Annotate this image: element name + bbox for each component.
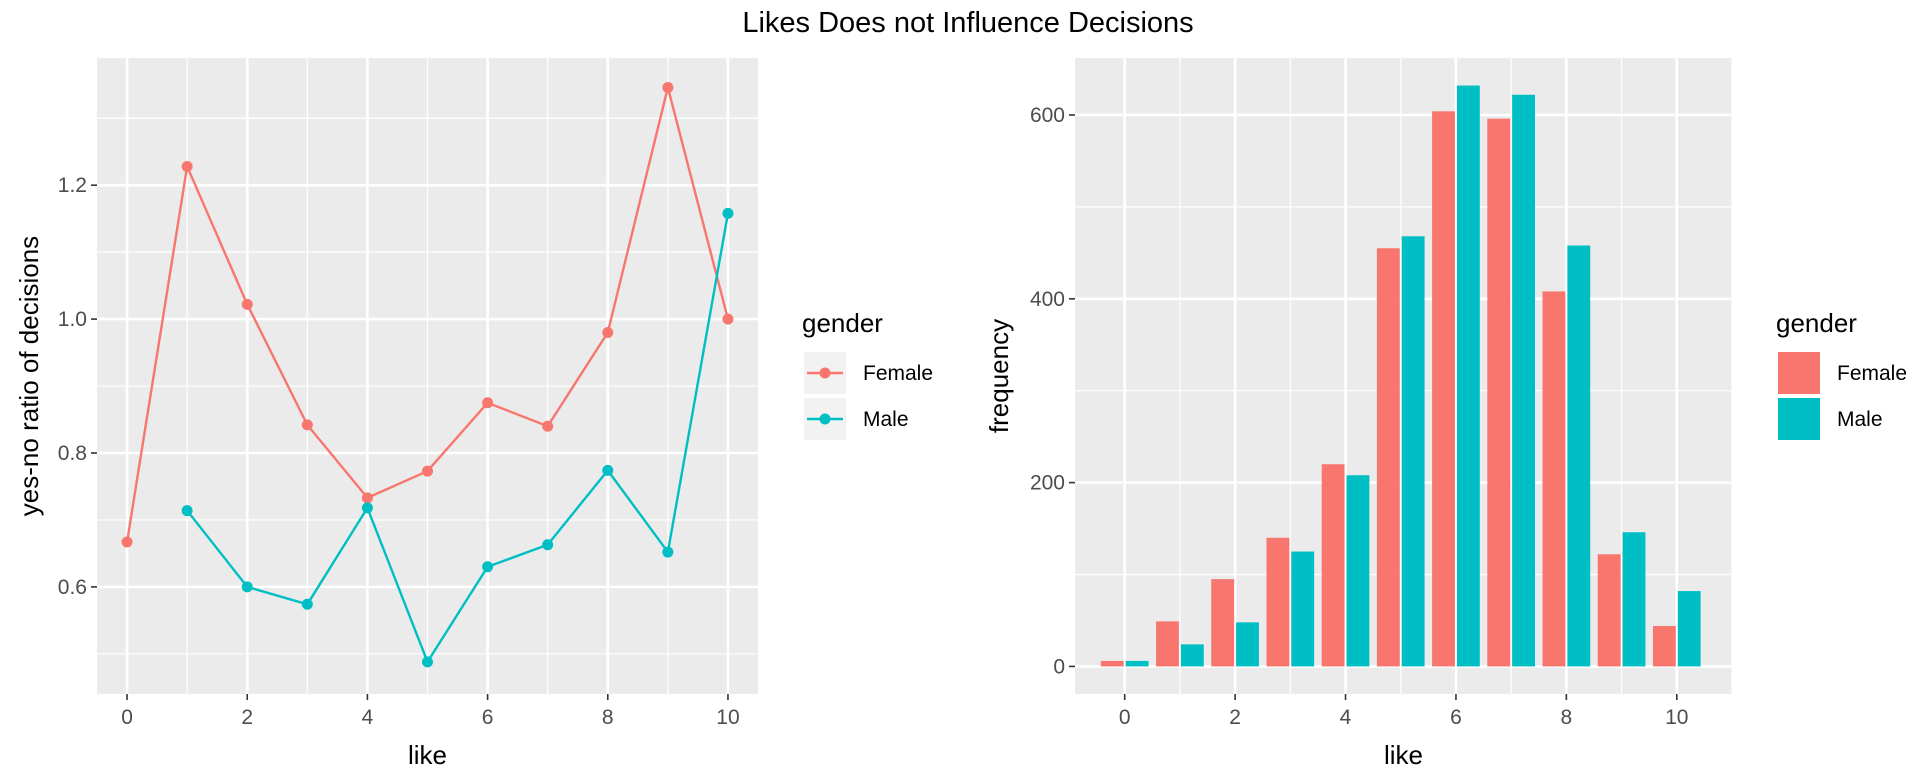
bar-male	[1401, 236, 1425, 667]
legend-title: gender	[802, 308, 883, 338]
y-tick-label: 600	[1030, 104, 1065, 127]
data-point-female	[121, 536, 133, 548]
bar-male	[1622, 532, 1646, 667]
data-point-female	[542, 420, 554, 432]
series-line-male	[186, 213, 730, 665]
x-tick-label: 6	[482, 706, 494, 729]
bar-female	[1542, 291, 1566, 667]
line-chart-panel: 0 2 4 6 8 10 0.6 0.8 1.0 1.2 like yes-no ratio of d…	[14, 58, 933, 770]
y-tick-label: 200	[1030, 472, 1065, 495]
data-point-female	[602, 326, 614, 338]
data-point-female	[301, 419, 313, 431]
bar-female	[1376, 248, 1400, 667]
legend-label-male: Male	[1837, 408, 1883, 431]
bar-female	[1487, 118, 1511, 667]
legend-key-point-male	[819, 413, 831, 425]
x-tick-label: 8	[1561, 706, 1573, 729]
data-point-female	[181, 160, 193, 172]
x-axis-title: like	[408, 740, 447, 768]
legend-label-female: Female	[863, 362, 933, 385]
y-tick-label: 1.2	[58, 174, 87, 197]
bar-female	[1597, 554, 1621, 667]
bar-chart-panel: 0 2 4 6 8 10 0 200 400 600 like frequency gender Fema…	[984, 58, 1907, 770]
y-tick-label: 0.8	[58, 442, 87, 465]
legend-title: gender	[1776, 308, 1857, 338]
data-point-male	[602, 464, 614, 476]
data-point-male	[361, 502, 373, 514]
bar-female	[1100, 660, 1124, 667]
x-tick-label: 6	[1450, 706, 1462, 729]
data-point-female	[241, 298, 253, 310]
bar-male	[1291, 551, 1315, 667]
y-axis-title: yes-no ratio of decisions	[14, 236, 44, 516]
bar-male	[1512, 94, 1536, 667]
bar-female	[1432, 111, 1455, 667]
y-tick-label: 400	[1030, 288, 1065, 311]
x-tick-label: 10	[1665, 706, 1688, 729]
x-tick-label: 0	[1119, 706, 1131, 729]
bar-female	[1211, 579, 1235, 667]
bar-male	[1180, 644, 1204, 667]
bar-male	[1125, 660, 1149, 667]
bar-male	[1567, 245, 1591, 667]
y-axis-title: frequency	[984, 319, 1014, 433]
figure-title: Likes Does not Influence Decisions	[742, 7, 1193, 39]
data-point-male	[662, 546, 674, 558]
x-tick-label: 4	[362, 706, 374, 729]
data-point-female	[662, 81, 674, 93]
x-tick-label: 4	[1340, 706, 1352, 729]
data-point-male	[722, 207, 734, 219]
legend-label-male: Male	[863, 408, 909, 431]
data-point-female	[361, 492, 373, 504]
legend-key-box-male	[1778, 398, 1820, 440]
bar-female	[1652, 625, 1676, 667]
data-point-male	[482, 561, 494, 573]
bar-male	[1346, 475, 1370, 667]
legend-key-point-female	[819, 367, 831, 379]
data-point-male	[241, 581, 253, 593]
x-axis-title: like	[1384, 740, 1423, 768]
bar-female	[1321, 464, 1345, 667]
data-point-male	[301, 598, 313, 610]
x-tick-label: 2	[241, 706, 253, 729]
data-point-male	[542, 539, 554, 551]
x-tick-label: 10	[716, 706, 739, 729]
bar-female	[1266, 537, 1290, 667]
legend-label-female: Female	[1837, 362, 1907, 385]
data-point-male	[422, 656, 433, 668]
data-point-female	[722, 313, 734, 325]
bar-male	[1236, 622, 1259, 667]
x-tick-label: 2	[1229, 706, 1241, 729]
y-tick-label: 0	[1053, 655, 1065, 678]
legend-key-box-female	[1778, 352, 1820, 394]
bar-female	[1156, 621, 1179, 667]
y-tick-label: 0.6	[58, 576, 87, 599]
data-point-male	[181, 505, 193, 517]
y-tick-label: 1.0	[58, 308, 87, 331]
data-point-female	[422, 465, 433, 477]
x-tick-label: 8	[602, 706, 614, 729]
x-tick-label: 0	[121, 706, 133, 729]
data-point-female	[482, 397, 494, 409]
bar-male	[1677, 591, 1701, 667]
bar-male	[1456, 85, 1480, 667]
